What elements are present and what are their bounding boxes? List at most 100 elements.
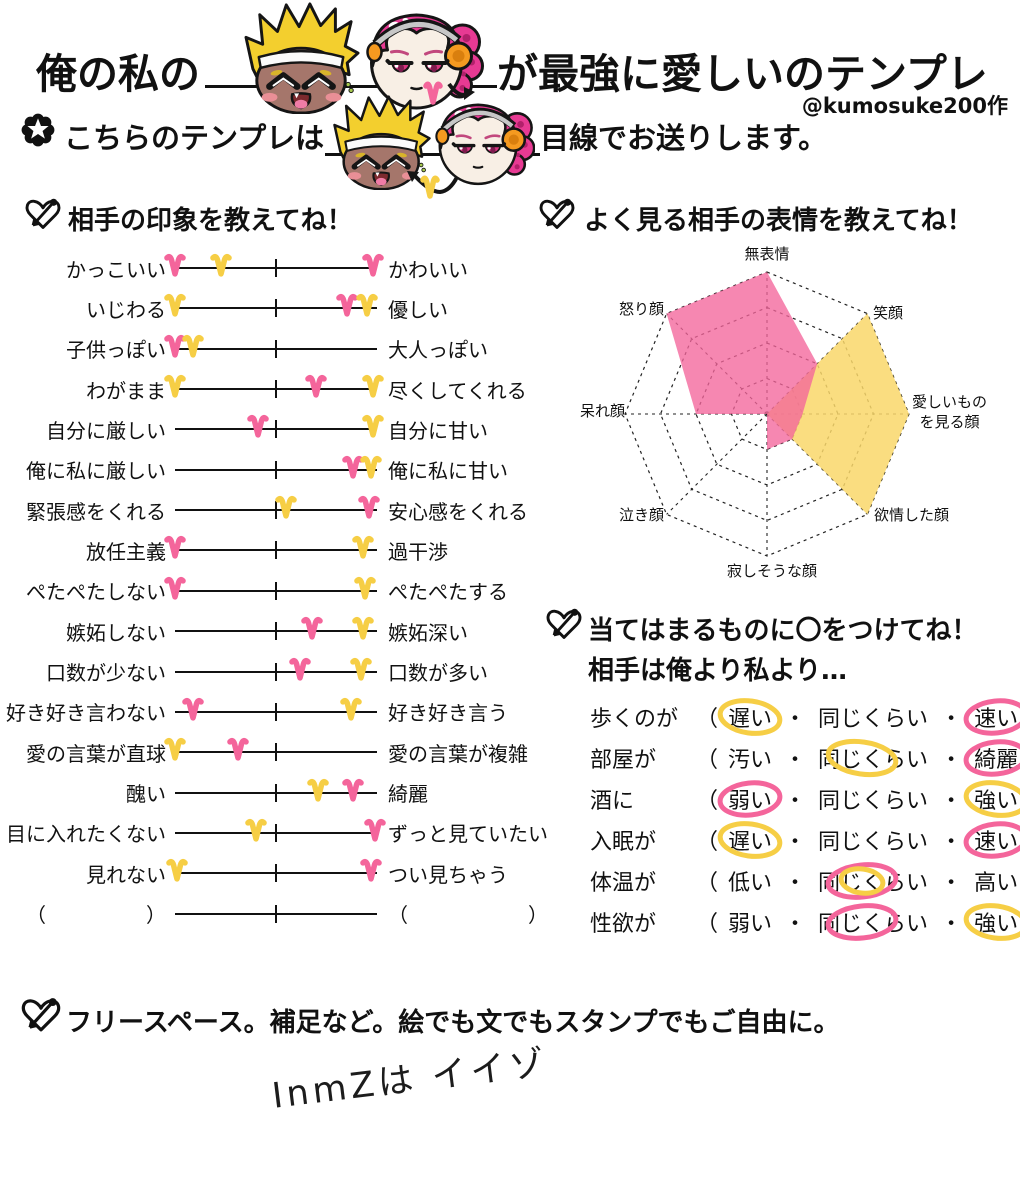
center-tick xyxy=(275,339,277,358)
option-separator: ・ xyxy=(940,707,963,732)
option-label: 遅い xyxy=(717,698,783,736)
scale-line xyxy=(175,490,380,530)
impression-left-label: 俺に私に厳しい xyxy=(26,459,166,484)
heart-arrow-icon xyxy=(538,196,576,232)
heart-mark-yellow xyxy=(180,333,206,359)
page-title-suffix: が最強に愛しいのテンプレ xyxy=(497,50,988,98)
scale-line xyxy=(175,450,382,490)
heart-mark-yellow xyxy=(305,776,331,802)
free-space-heading: フリースペース。補足など。絵でも文でもスタンプでもご自由に。 xyxy=(66,1008,840,1038)
option-separator: ・ xyxy=(784,707,807,732)
circle-choice-row: 性欲が（弱い・同じくらい・強い） xyxy=(590,903,1020,941)
heart-mark-pink xyxy=(180,696,206,722)
impression-left-label: いじわる xyxy=(86,297,166,322)
open-paren: （ xyxy=(696,789,719,814)
impression-row: 自分に厳しい 自分に甘い xyxy=(0,409,575,449)
choice-row-label: 歩くのが xyxy=(590,707,679,732)
option-label: 遅い xyxy=(717,821,783,859)
impression-row: 緊張感をくれる 安心感をくれる xyxy=(0,490,575,530)
heart-mark-pink xyxy=(225,736,251,762)
heart-mark-yellow xyxy=(358,454,384,480)
option-label: 汚い xyxy=(728,748,773,773)
center-tick xyxy=(275,783,277,802)
circle-choice-row: 歩くのが （遅い・同じくらい・速い） xyxy=(590,698,1020,736)
impression-left-label: ぺたぺたしない xyxy=(26,580,166,605)
option-label: 弱い xyxy=(717,780,783,818)
impression-row-blank: （ ） （ ） xyxy=(0,894,575,934)
option-label: 弱い xyxy=(728,912,773,937)
impressions-heading: 相手の印象を教えてね！ xyxy=(68,206,353,236)
heart-mark-yellow xyxy=(164,857,190,883)
radar-axis-label-line: 笑顔 xyxy=(873,304,904,322)
heart-mark-pink xyxy=(360,252,386,278)
heart-mark-yellow xyxy=(348,655,374,681)
radar-axis-label-line: 寂しそうな顔 xyxy=(726,562,818,580)
scale-line xyxy=(175,692,377,732)
center-tick xyxy=(275,501,277,520)
impression-right-label: 口数が多い xyxy=(388,661,488,685)
scale-line xyxy=(164,248,384,288)
radar-axis-label: 怒り顔 xyxy=(619,299,664,319)
scale-line xyxy=(164,369,384,409)
impression-left-label: 子供っぽい xyxy=(66,338,166,363)
center-tick xyxy=(275,460,277,479)
center-tick xyxy=(275,581,277,600)
heart-mark-yellow xyxy=(350,615,376,641)
impression-right-label: 愛の言葉が複雑 xyxy=(388,741,528,766)
impression-row: 愛の言葉が直球 愛の言葉が複雑 xyxy=(0,732,575,772)
subtitle-prefix: こちらのテンプレは xyxy=(64,121,325,155)
impression-left-label: 愛の言葉が直球 xyxy=(26,741,166,766)
impression-left-label: 緊張感をくれる xyxy=(26,499,166,524)
scale-line xyxy=(175,611,377,651)
option-label: 強い xyxy=(963,780,1020,818)
center-tick xyxy=(275,702,277,721)
center-tick xyxy=(275,904,277,923)
impression-left-label: 自分に厳しい xyxy=(46,418,166,443)
radar-chart xyxy=(624,271,910,557)
center-tick xyxy=(275,380,277,399)
option-label: 同じくらい xyxy=(818,862,928,900)
circle-choice-row: 入眠が （遅い・同じくらい・速い） xyxy=(590,821,1020,859)
open-paren: （ xyxy=(696,871,719,896)
heart-mark-pink xyxy=(356,494,382,520)
heart-mark-yellow xyxy=(360,413,386,439)
option-separator: ・ xyxy=(940,830,963,855)
radar-axis-label: 愛しいもの を見る顔 xyxy=(912,392,987,432)
center-tick xyxy=(275,743,277,762)
option-label: 同じくらい xyxy=(818,903,928,941)
heart-mark-yellow xyxy=(350,534,376,560)
heart-mark-yellow xyxy=(162,736,188,762)
heart-mark-yellow xyxy=(162,373,188,399)
impression-row: 子供っぽい 大人っぽい xyxy=(0,329,575,369)
center-tick xyxy=(275,864,277,883)
impression-right-label: ぺたぺたする xyxy=(388,580,508,605)
heart-mark-yellow xyxy=(354,292,380,318)
option-separator: ・ xyxy=(784,912,807,937)
circle-mark-pink xyxy=(717,780,783,818)
radar-axis-label-line: 呆れ顔 xyxy=(579,402,625,420)
circle-heading-line1: 当てはまるものに〇をつけてね！ xyxy=(588,616,978,646)
circle-choice-row: 部屋が（汚い・同じくらい・綺麗） xyxy=(590,738,1020,778)
impression-right-label: つい見ちゃう xyxy=(388,862,508,887)
heart-mark-pink xyxy=(162,575,188,601)
heart-mark-pink xyxy=(334,292,360,318)
impression-left-label: わがまま xyxy=(86,378,166,403)
choice-row-label: 酒に xyxy=(590,789,635,814)
open-paren: （ xyxy=(696,912,719,937)
center-tick xyxy=(275,259,277,277)
choice-options: （低い・同じくらい・高い） xyxy=(692,862,1020,900)
scale-line xyxy=(164,571,377,611)
impression-scale-list: かっこいい かわいい いじわる 優しい 子供っぽい 大人っぽい わがまま 尽くしてくれる 自分に… xyxy=(0,0,575,940)
impression-right-label: 尽くしてくれる xyxy=(388,378,527,403)
option-label: 強い xyxy=(963,903,1020,941)
option-label: 速い xyxy=(963,821,1020,859)
heart-mark-pink xyxy=(162,534,188,560)
impression-right-label: ずっと見ていたい xyxy=(388,822,548,847)
handwritten-note: InmZは イイゾ xyxy=(269,1043,551,1117)
impression-row: 目に入れたくない ずっと見ていたい xyxy=(0,813,575,853)
radar-axis-label-line: 愛しいもの xyxy=(912,393,988,411)
scale-line xyxy=(175,409,384,449)
impression-row: いじわる 優しい xyxy=(0,288,575,328)
impression-left-label: かっこいい xyxy=(66,257,166,282)
radar-axis-label: 欲情した顔 xyxy=(874,505,949,525)
